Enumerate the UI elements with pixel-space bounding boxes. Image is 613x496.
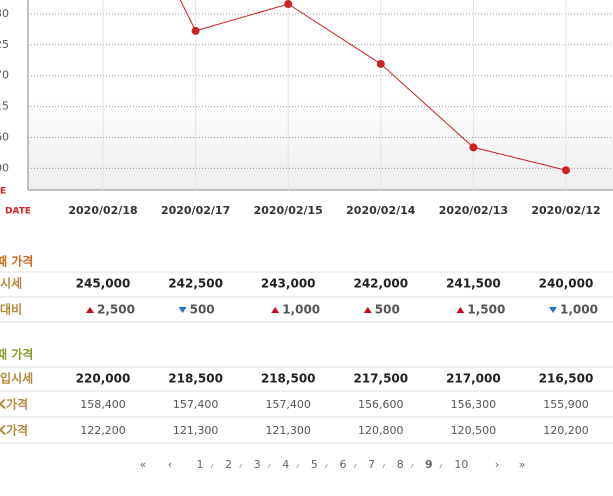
page-link[interactable]: 4 <box>282 458 289 471</box>
x-tick-label: 2020/02/12 <box>531 204 600 217</box>
separator <box>239 463 243 469</box>
cell: 155,900 <box>543 398 589 411</box>
x-tick-label: 2020/02/18 <box>68 204 137 217</box>
point <box>469 143 478 152</box>
separator <box>296 463 300 469</box>
change: 2,500 <box>97 303 135 317</box>
x-tick-label: 2020/02/13 <box>439 204 508 217</box>
change: 500 <box>190 303 215 317</box>
page-last[interactable]: » <box>519 458 526 471</box>
change: 1,000 <box>560 303 598 317</box>
y-tick-label: 60 <box>0 130 9 143</box>
y-tick-label: 25 <box>0 38 9 51</box>
plot <box>102 0 570 190</box>
point <box>376 59 385 68</box>
x-label: DATE <box>5 207 31 217</box>
row-label: 일대비 <box>0 302 22 317</box>
cell: 218,500 <box>261 372 316 386</box>
separator <box>439 463 443 469</box>
separator <box>410 463 414 469</box>
line <box>179 0 567 171</box>
point <box>284 0 293 9</box>
page-first[interactable]: « <box>140 458 147 471</box>
cell: 217,500 <box>353 372 408 386</box>
axis-label: E <box>0 187 6 197</box>
arrow-up <box>271 307 280 313</box>
point <box>562 166 570 175</box>
separator <box>210 463 214 469</box>
change: 1,500 <box>467 303 505 317</box>
page-next[interactable]: › <box>495 458 499 471</box>
page-link[interactable]: 10 <box>454 458 468 471</box>
cell: 216,500 <box>539 372 594 386</box>
y-tick-label: 70 <box>0 69 9 82</box>
page-prev[interactable]: ‹ <box>168 458 172 471</box>
arrow-down <box>549 307 557 313</box>
cell: 240,000 <box>539 277 594 291</box>
cell: 241,500 <box>446 277 501 291</box>
row-label: 14K가격 <box>0 423 28 438</box>
row-label: 금시세 <box>0 276 22 291</box>
page-link[interactable]: 5 <box>311 458 318 471</box>
page-link[interactable]: 3 <box>254 458 261 471</box>
cell: 156,600 <box>358 398 404 411</box>
y-tick-label: 30 <box>0 7 9 20</box>
row-label: 18K가격 <box>0 397 28 412</box>
row-label: 매입시세 <box>0 371 33 386</box>
page-link[interactable]: 1 <box>197 458 204 471</box>
separator <box>382 463 386 469</box>
cell: 121,300 <box>265 424 311 437</box>
cell: 242,500 <box>168 277 223 291</box>
arrow-up <box>363 307 372 313</box>
page-link[interactable]: 6 <box>340 458 347 471</box>
arrow-up <box>86 307 94 313</box>
separator <box>267 463 271 469</box>
cell: 122,200 <box>80 424 126 437</box>
cell: 156,300 <box>451 398 497 411</box>
section-title: 때 가격 <box>0 347 33 362</box>
cell: 120,500 <box>451 424 497 437</box>
cell: 217,000 <box>446 372 501 386</box>
cell: 157,400 <box>173 398 219 411</box>
cell: 220,000 <box>76 372 131 386</box>
cell: 121,300 <box>173 424 219 437</box>
change: 1,000 <box>282 303 320 317</box>
x-tick-label: 2020/02/15 <box>254 204 323 217</box>
page-link[interactable]: 2 <box>225 458 232 471</box>
y-tick-label: 00 <box>0 161 9 174</box>
cell: 120,800 <box>358 424 404 437</box>
cell: 218,500 <box>168 372 223 386</box>
page-link[interactable]: 7 <box>368 458 375 471</box>
cell: 243,000 <box>261 277 316 291</box>
x-tick-label: 2020/02/17 <box>161 204 230 217</box>
arrow-down <box>178 307 187 313</box>
cell: 120,200 <box>543 424 589 437</box>
separator <box>353 463 357 469</box>
section-title: 때 가격 <box>0 254 33 269</box>
x-tick-label: 2020/02/14 <box>346 204 416 217</box>
point <box>191 26 200 35</box>
page-link[interactable]: 8 <box>397 458 404 471</box>
change: 500 <box>375 303 400 317</box>
cell: 158,400 <box>80 398 126 411</box>
cell: 245,000 <box>76 277 131 291</box>
cell: 242,000 <box>353 277 408 291</box>
arrow-up <box>456 307 465 313</box>
plot-area <box>28 0 613 190</box>
cell: 157,400 <box>265 398 311 411</box>
separator <box>324 463 328 469</box>
y-tick-label: 15 <box>0 100 9 113</box>
page-link[interactable]: 9 <box>425 458 433 471</box>
